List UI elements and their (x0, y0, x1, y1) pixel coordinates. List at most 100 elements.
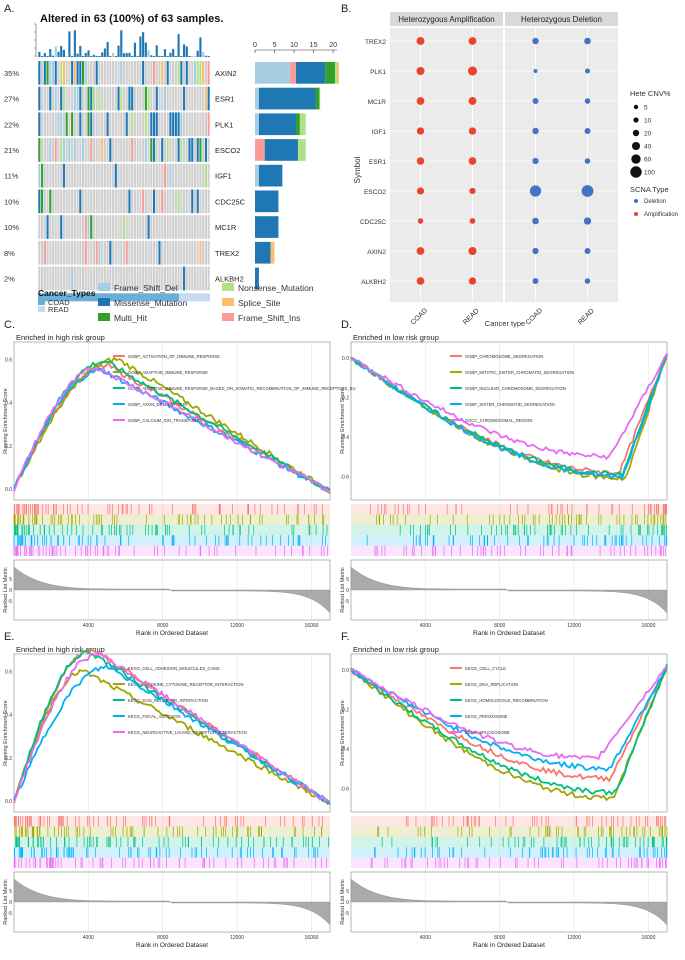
oncoplot-cell (87, 163, 90, 188)
oncoplot-cell (136, 138, 139, 162)
oncoplot-cell (142, 138, 145, 162)
oncoplot-cell (43, 86, 46, 111)
oncoplot-cell (46, 215, 49, 239)
oncoplot-cell (177, 215, 180, 239)
oncoplot-cell (38, 61, 41, 85)
oncoplot-cell (122, 240, 126, 265)
y-tick-label-bottom: 5 (9, 577, 12, 583)
amplification-dot (416, 66, 425, 76)
oncoplot-cell (196, 266, 199, 291)
oncoplot-cell (131, 240, 134, 265)
amplification-dot (468, 97, 477, 105)
color-legend-dot (634, 212, 638, 216)
facet-panel (390, 28, 503, 302)
oncoplot-cell (114, 86, 117, 111)
tmb-bar (131, 55, 134, 57)
oncoplot-cell (117, 240, 120, 265)
oncoplot-cell (204, 240, 207, 265)
oncoplot-cell (106, 138, 109, 162)
oncoplot-cell (71, 86, 74, 111)
oncoplot-cell (117, 112, 120, 137)
oncoplot-cell (158, 240, 161, 265)
color-legend-name: Amplification (644, 212, 678, 218)
oncoplot-cell (65, 240, 68, 265)
oncoplot-cell (84, 266, 87, 291)
oncoplot-cell (172, 112, 175, 137)
hit-band (351, 826, 667, 837)
oncoplot-cell (49, 189, 52, 214)
oncoplot-cell (38, 86, 41, 111)
deletion-dot (584, 158, 591, 164)
oncoplot-cell (125, 215, 128, 239)
hit-band (351, 816, 667, 827)
gene-name: PLK1 (215, 120, 233, 129)
oncoplot-cell (139, 266, 142, 291)
oncoplot-cell (196, 163, 199, 188)
oncoplot-cell (155, 189, 158, 214)
oncoplot-cell (180, 163, 183, 188)
oncoplot-cell (98, 163, 101, 188)
symbol-label: ESR1 (369, 159, 386, 166)
stacked-bar-segment (255, 62, 291, 84)
oncoplot-cell (207, 112, 210, 137)
oncoplot-cell (196, 86, 199, 111)
oncoplot-cell (136, 189, 139, 214)
y-axis-title-top: Running Enrichment Score (340, 388, 346, 454)
oncoplot-cell (191, 138, 194, 162)
gene-name: ESCO2 (215, 146, 240, 155)
gsea-frame (350, 653, 668, 813)
oncoplot-cell (76, 189, 79, 214)
mutation-legend-swatch (222, 298, 234, 306)
legend-label: GOBP_CHROMOSOME_SEGREGATION (465, 354, 544, 359)
legend-label: KEGG_CELL_CYCLE (465, 666, 506, 671)
oncoplot-cell (60, 138, 63, 162)
oncoplot-cell (147, 266, 150, 291)
tmb-bar (41, 56, 44, 57)
oncoplot-cell (166, 163, 169, 188)
legend-label: KEGG_CELL_ADHESION_MOLECULES_CAMS (128, 666, 220, 671)
oncoplot-cell (155, 138, 158, 162)
oncoplot-cell (81, 138, 85, 162)
cancer-type-swatch (38, 306, 45, 312)
oncoplot-cell (147, 86, 150, 111)
oncoplot-cell (133, 215, 136, 239)
oncoplot-cell (60, 163, 63, 188)
oncoplot-cell (199, 86, 202, 111)
oncoplot-cell (185, 215, 188, 239)
amplification-dot (416, 97, 425, 105)
oncoplot-cell (79, 189, 82, 214)
oncoplot-cell (98, 266, 101, 291)
oncoplot-cell (161, 189, 164, 214)
oncoplot-cell (49, 240, 52, 265)
oncoplot-cell (112, 163, 115, 188)
oncoplot-cell (163, 215, 167, 239)
gene-percent: 22% (4, 120, 19, 129)
oncoplot-cell (84, 86, 87, 111)
oncoplot-cell (131, 86, 134, 111)
oncoplot-cell (68, 163, 71, 188)
oncoplot-cell (109, 61, 112, 85)
oncoplot-cell (155, 240, 158, 265)
oncoplot-cell (68, 266, 71, 291)
size-legend-dot (630, 166, 642, 178)
oncoplot-cell (122, 138, 126, 162)
tmb-bar (73, 30, 76, 57)
x-axis-title: Rank in Ordered Dataset (473, 942, 545, 949)
oncoplot-cell (106, 189, 109, 214)
deletion-dot (532, 98, 539, 104)
oncoplot-cell (152, 112, 156, 137)
oncoplot-cell (95, 215, 98, 239)
oncoplot-cell (81, 163, 85, 188)
oncoplot-cell (95, 61, 98, 85)
oncoplot-cell (193, 189, 197, 214)
tmb-bar (122, 53, 126, 57)
oncoplot-cell (182, 61, 186, 85)
oncoplot-cell (196, 112, 199, 137)
oncoplot-cell (185, 240, 188, 265)
legend-label: KEGG_FOCAL_ADHESION (128, 714, 181, 719)
oncoplot-cell (172, 215, 175, 239)
facet-panel (505, 28, 618, 302)
oncoplot-cell (92, 215, 96, 239)
tmb-bar (191, 56, 194, 57)
hit-band (14, 826, 330, 837)
